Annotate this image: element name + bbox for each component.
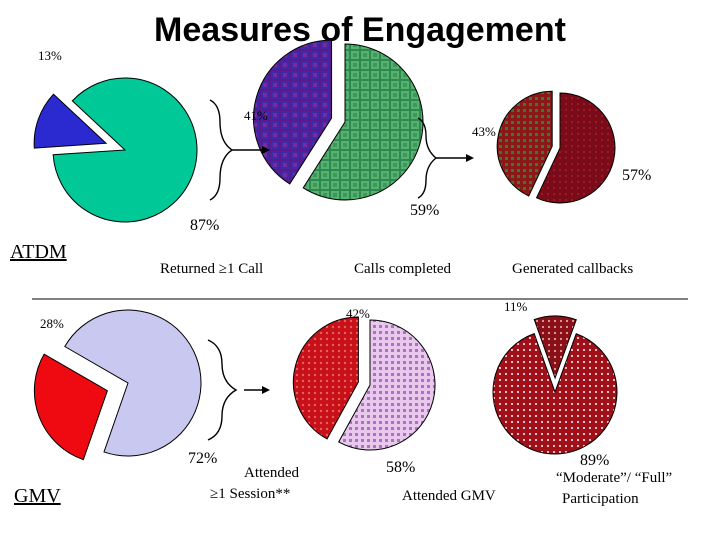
slice-label-attended-42: 42% bbox=[346, 306, 370, 321]
pie-gmv-main-28 bbox=[33, 353, 108, 461]
page-title: Measures of Engagement bbox=[154, 11, 566, 49]
pie-attended-58 bbox=[338, 319, 436, 451]
pie-completed-57 bbox=[535, 92, 616, 204]
caption-attended-line1: Attended bbox=[244, 465, 299, 481]
slice-label-gmv2-11: 11% bbox=[504, 299, 528, 314]
slice-label-completed-57: 57% bbox=[622, 167, 651, 184]
caption-returned: Returned ≥1 Call bbox=[160, 261, 263, 277]
slice-label-gmv-28: 28% bbox=[40, 316, 64, 331]
caption-moderate-line2: Participation bbox=[562, 491, 639, 507]
pie-atdm-main-13 bbox=[33, 93, 108, 149]
slice-label-attended-58: 58% bbox=[386, 459, 415, 476]
caption-attended-gmv: Attended GMV bbox=[402, 488, 496, 504]
pie-returned-41 bbox=[253, 39, 333, 185]
slice-label-completed-43: 43% bbox=[472, 124, 496, 139]
slice-label-atdm-13: 13% bbox=[38, 48, 62, 63]
caption-calls-completed: Calls completed bbox=[354, 261, 452, 277]
caption-generated: Generated callbacks bbox=[512, 261, 633, 277]
slice-label-returned-41: 41% bbox=[244, 108, 268, 123]
pie-gmv2-89 bbox=[492, 332, 618, 455]
pie-completed-43 bbox=[496, 90, 553, 197]
pie-gmv-main-72 bbox=[64, 309, 202, 457]
pie-atdm-main-87 bbox=[52, 77, 198, 223]
pie-gmv2-11 bbox=[533, 315, 577, 380]
slice-label-gmv2-89: 89% bbox=[580, 452, 609, 469]
slice-label-gmv-72: 72% bbox=[188, 450, 217, 467]
caption-attended-line2: ≥1 Session** bbox=[210, 486, 290, 502]
brace-arrow-3 bbox=[207, 339, 270, 441]
brace-arrow-1 bbox=[209, 99, 270, 201]
pie-attended-42 bbox=[292, 316, 359, 440]
caption-moderate-line1: “Moderate”/ “Full” bbox=[556, 470, 672, 486]
slice-label-atdm-87: 87% bbox=[190, 217, 219, 234]
row-label-gmv: GMV bbox=[14, 485, 61, 507]
slice-label-returned-59: 59% bbox=[410, 202, 439, 219]
pie-returned-59 bbox=[302, 43, 424, 201]
brace-arrow-2 bbox=[417, 117, 474, 199]
row-label-atdm: ATDM bbox=[10, 241, 67, 263]
